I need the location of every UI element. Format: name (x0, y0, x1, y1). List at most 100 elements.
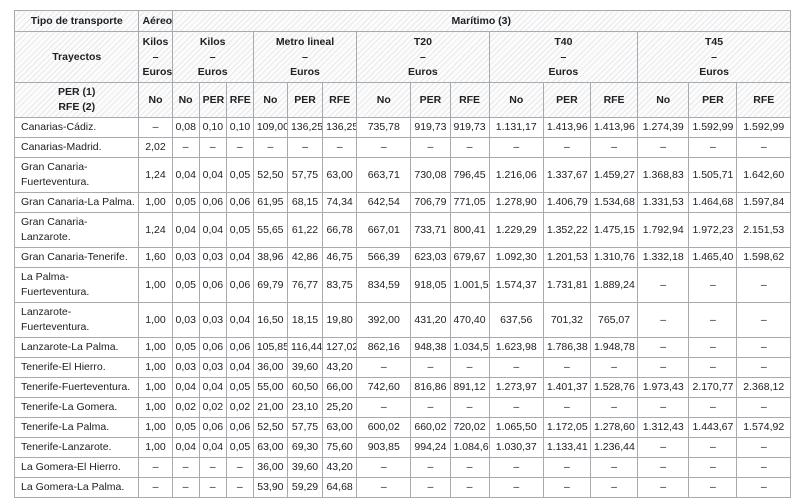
value-cell-t20_rfe: 800,41 (449, 212, 490, 248)
value-cell-kilos_rfe: 0,05 (225, 377, 254, 398)
value-cell-t40_no: – (488, 357, 544, 378)
value-cell-kilos_no: – (171, 477, 200, 498)
value-cell-metro_lineal_per: 61,22 (286, 212, 324, 248)
value-cell-aereo_no: 1,00 (138, 192, 173, 213)
value-cell-metro_lineal_per: 57,75 (286, 157, 324, 193)
value-cell-metro_lineal_per: 39,60 (286, 457, 324, 478)
value-cell-t40_rfe: – (589, 457, 639, 478)
value-cell-metro_lineal_rfe: 64,68 (322, 477, 358, 498)
value-cell-t40_per: 1.406,79 (542, 192, 591, 213)
header-row-units: Trayectos Kilos – Euros Kilos – Euros Me… (13, 31, 791, 83)
header-trayectos: Trayectos (13, 31, 140, 83)
value-cell-t40_per: 1.337,67 (542, 157, 591, 193)
value-cell-metro_lineal_no: 61,95 (252, 192, 288, 213)
value-cell-t45_per: 1.443,67 (688, 417, 738, 438)
value-cell-aereo_no: – (138, 117, 173, 138)
value-cell-t40_no: 1.030,37 (488, 437, 544, 458)
value-cell-t40_per: – (542, 357, 591, 378)
value-cell-kilos_no: 0,02 (171, 397, 200, 418)
value-cell-t45_per: 1.465,40 (688, 247, 738, 268)
value-cell-aereo_no: – (138, 477, 173, 498)
value-cell-t20_rfe: 679,67 (449, 247, 490, 268)
value-cell-kilos_rfe: – (225, 137, 254, 158)
value-cell-t40_rfe: – (589, 397, 639, 418)
value-cell-t20_rfe: 1.034,59 (449, 337, 490, 358)
value-cell-t45_rfe: – (736, 302, 791, 338)
header-kilos-rfe: RFE (225, 82, 254, 118)
value-cell-t40_no: 1.273,97 (488, 377, 544, 398)
value-cell-t40_rfe: 1.475,15 (589, 212, 639, 248)
value-cell-t20_no: – (356, 477, 412, 498)
value-cell-t20_rfe: – (449, 397, 490, 418)
value-cell-kilos_no: 0,04 (171, 212, 200, 248)
value-cell-t45_rfe: 1.642,60 (736, 157, 791, 193)
table-row: Lanzarote-La Palma. 1,00 0,05 0,06 0,06 105,8… (13, 337, 791, 358)
value-cell-t20_no: – (356, 357, 412, 378)
value-cell-t45_per: – (688, 337, 738, 358)
value-cell-t45_rfe: – (736, 457, 791, 478)
header-row-transport-type: Tipo de transporte Aéreo Marítimo (3) (13, 10, 792, 32)
value-cell-t40_no: 1.065,50 (488, 417, 544, 438)
value-cell-t45_no: 1.332,18 (637, 247, 690, 268)
value-cell-t20_no: 834,59 (356, 267, 412, 303)
value-cell-metro_lineal_no: 69,79 (252, 267, 288, 303)
route-cell: Tenerife-Fuerteventura. (13, 377, 140, 398)
value-cell-aereo_no: 1,00 (138, 267, 173, 303)
value-cell-t45_rfe: – (736, 397, 791, 418)
value-cell-kilos_rfe: – (225, 457, 254, 478)
value-cell-t20_per: 918,05 (410, 267, 451, 303)
value-cell-t45_per: – (688, 357, 738, 378)
value-cell-t45_per: 1.592,99 (688, 117, 738, 138)
value-cell-t20_per: – (410, 397, 451, 418)
value-cell-t20_per: 623,03 (410, 247, 451, 268)
value-cell-t20_no: 903,85 (356, 437, 412, 458)
value-cell-metro_lineal_no: 38,96 (252, 247, 288, 268)
route-cell: Gran Canaria-Lanzarote. (13, 212, 140, 248)
value-cell-kilos_per: – (198, 137, 227, 158)
value-cell-t40_rfe: 1.459,27 (589, 157, 639, 193)
value-cell-metro_lineal_per: 59,29 (286, 477, 324, 498)
value-cell-t45_per: – (688, 267, 738, 303)
value-cell-metro_lineal_rfe: 43,20 (322, 457, 358, 478)
value-cell-kilos_no: 0,04 (171, 377, 200, 398)
value-cell-t45_no: – (637, 437, 690, 458)
value-cell-kilos_rfe: 0,06 (225, 267, 254, 303)
header-tipo-de-transporte: Tipo de transporte (13, 10, 140, 32)
value-cell-t20_per: 706,79 (410, 192, 451, 213)
value-cell-kilos_per: – (198, 477, 227, 498)
value-cell-aereo_no: 1,00 (138, 357, 173, 378)
value-cell-kilos_no: 0,05 (171, 337, 200, 358)
value-cell-t40_rfe: 1.413,96 (589, 117, 639, 138)
value-cell-t20_no: 663,71 (356, 157, 412, 193)
value-cell-t45_per: 1.464,68 (688, 192, 738, 213)
value-cell-t40_rfe: 1.528,76 (589, 377, 639, 398)
value-cell-t45_no: – (637, 302, 690, 338)
value-cell-kilos_per: 0,06 (198, 267, 227, 303)
value-cell-t20_per: – (410, 477, 451, 498)
value-cell-t20_rfe: 720,02 (449, 417, 490, 438)
route-cell: Tenerife-El Hierro. (13, 357, 140, 378)
value-cell-metro_lineal_rfe: 136,25 (322, 117, 358, 138)
value-cell-t45_per: – (688, 477, 738, 498)
value-cell-t45_no: – (637, 477, 690, 498)
value-cell-t20_no: 642,54 (356, 192, 412, 213)
value-cell-t20_no: – (356, 137, 412, 158)
value-cell-t45_rfe: – (736, 357, 791, 378)
value-cell-kilos_no: 0,04 (171, 437, 200, 458)
value-cell-t45_no: 1.312,43 (637, 417, 690, 438)
value-cell-metro_lineal_no: 53,90 (252, 477, 288, 498)
value-cell-t45_no: – (637, 137, 690, 158)
value-cell-t20_rfe: 470,40 (449, 302, 490, 338)
value-cell-t45_no: 1.331,53 (637, 192, 690, 213)
value-cell-t45_no: 1.792,94 (637, 212, 690, 248)
value-cell-t45_no: – (637, 357, 690, 378)
value-cell-metro_lineal_per: 23,10 (286, 397, 324, 418)
header-metro-rfe: RFE (322, 82, 358, 118)
value-cell-metro_lineal_no: 55,00 (252, 377, 288, 398)
table-row: Tenerife-La Palma. 1,00 0,05 0,06 0,06 52,50 5… (13, 417, 791, 438)
table-row: Canarias-Madrid. 2,02– – – – – – – – – – – – – – – (13, 137, 791, 158)
value-cell-t20_no: 566,39 (356, 247, 412, 268)
value-cell-t45_rfe: 2.151,53 (736, 212, 791, 248)
value-cell-kilos_per: 0,02 (198, 397, 227, 418)
value-cell-metro_lineal_rfe: 19,80 (322, 302, 358, 338)
